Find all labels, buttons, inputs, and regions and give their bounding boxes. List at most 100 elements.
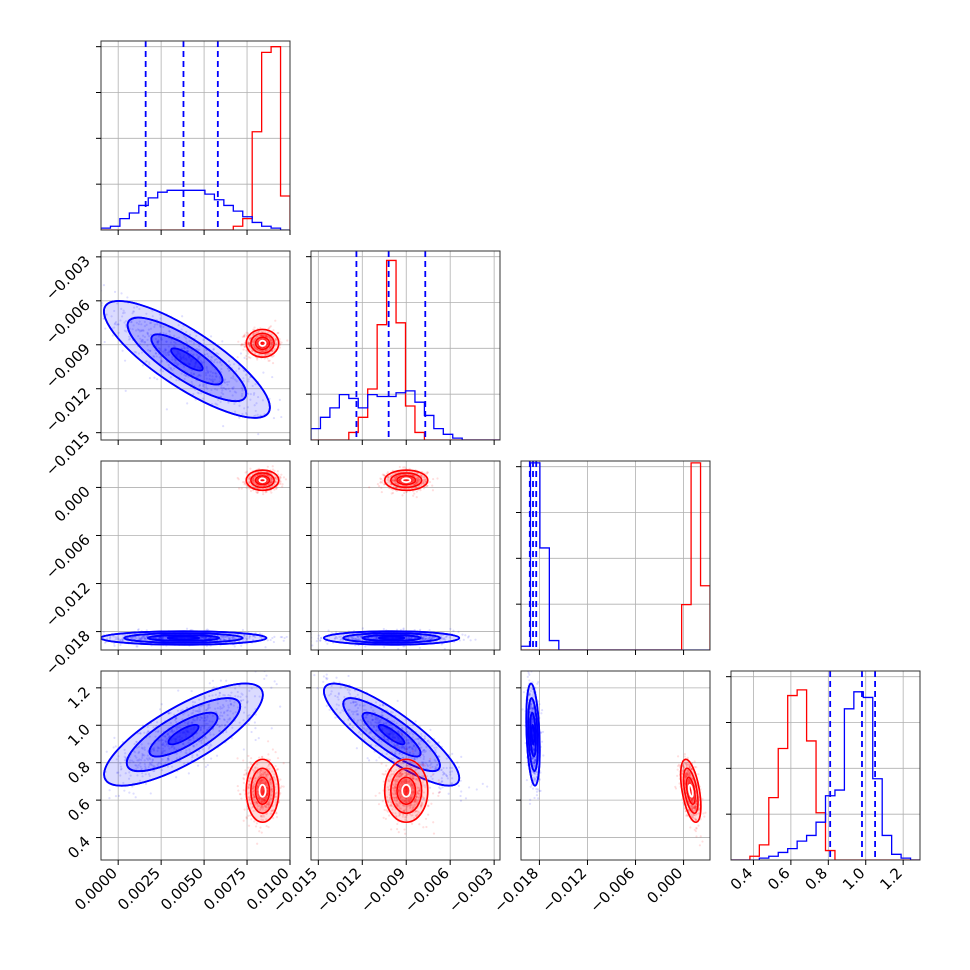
scatter-point — [96, 313, 98, 315]
scatter-point — [185, 627, 189, 630]
scatter-point — [184, 751, 187, 754]
scatter-point — [339, 638, 343, 641]
scatter-point — [192, 373, 195, 376]
scatter-point — [253, 721, 256, 724]
scatter-point — [165, 340, 168, 343]
scatter-point — [174, 341, 177, 345]
scatter-point — [137, 628, 140, 631]
scatter-point — [146, 333, 150, 336]
scatter-point — [356, 635, 360, 639]
scatter-point — [218, 729, 222, 732]
scatter-point — [257, 737, 260, 740]
scatter-point — [148, 363, 151, 366]
scatter-point — [132, 792, 135, 795]
scatter-point — [196, 375, 199, 378]
scatter-point — [422, 476, 426, 479]
scatter-point — [261, 346, 264, 349]
scatter-point — [277, 331, 280, 334]
scatter-point — [419, 635, 423, 638]
scatter-point — [110, 315, 113, 318]
scatter-point — [245, 470, 248, 473]
scatter-point — [203, 637, 206, 640]
scatter-point — [255, 822, 258, 825]
scatter-point — [436, 477, 439, 480]
scatter-point — [275, 342, 278, 345]
scatter-point — [272, 640, 276, 644]
contour-line — [101, 630, 268, 646]
scatter-point — [379, 480, 383, 483]
scatter-point — [262, 493, 265, 496]
scatter-point — [165, 354, 168, 357]
scatter-point — [143, 636, 146, 639]
scatter-point — [250, 730, 253, 734]
scatter-point — [241, 412, 244, 416]
scatter-point — [383, 474, 386, 477]
scatter-point — [205, 365, 208, 369]
scatter-point — [181, 718, 184, 721]
scatter-point — [270, 343, 273, 346]
scatter-point — [398, 478, 401, 482]
scatter-point — [138, 779, 142, 782]
scatter-point — [247, 723, 250, 726]
histogram-blue — [521, 462, 710, 650]
scatter-point — [388, 481, 391, 484]
scatter-point — [171, 358, 174, 361]
scatter-point — [121, 349, 124, 352]
scatter-point — [117, 331, 120, 334]
scatter-point — [274, 476, 277, 479]
scatter-point — [138, 307, 141, 311]
scatter-point — [443, 647, 446, 650]
scatter-point — [137, 328, 141, 332]
scatter-point — [243, 345, 247, 349]
contour-line — [389, 472, 423, 489]
scatter-point — [206, 628, 209, 631]
scatter-point — [452, 629, 455, 632]
scatter-point — [311, 644, 314, 647]
scatter-point — [212, 733, 215, 736]
scatter-point — [268, 352, 271, 355]
scatter-point — [413, 492, 416, 495]
scatter-point — [219, 377, 222, 380]
scatter-point — [167, 345, 170, 348]
scatter-point — [261, 349, 264, 353]
scatter-point — [192, 372, 196, 375]
scatter-point — [208, 378, 211, 381]
scatter-point — [432, 477, 435, 481]
scatter-point — [210, 379, 213, 382]
scatter-point — [135, 637, 138, 640]
panel-frame — [100, 40, 291, 231]
scatter-point — [407, 637, 410, 640]
scatter-point — [183, 377, 186, 381]
scatter-point — [416, 477, 419, 480]
scatter-point — [410, 637, 413, 640]
scatter-point — [140, 637, 143, 640]
scatter-point — [254, 347, 257, 350]
scatter-point — [274, 478, 278, 481]
y-tick-label: −0.006 — [42, 296, 94, 348]
scatter-point — [422, 478, 425, 482]
scatter-point — [393, 479, 396, 482]
scatter-point — [214, 707, 217, 710]
scatter-point — [270, 333, 273, 336]
scatter-point — [402, 466, 405, 469]
scatter-point — [248, 487, 251, 490]
scatter-point — [190, 349, 193, 352]
scatter-point — [245, 349, 248, 352]
scatter-point — [168, 366, 171, 369]
scatter-point — [417, 479, 420, 482]
scatter-point — [233, 701, 236, 704]
scatter-point — [134, 329, 138, 332]
scatter-point — [94, 635, 96, 637]
histogram-blue — [101, 189, 290, 230]
scatter-point — [144, 773, 147, 776]
scatter-point — [155, 355, 158, 358]
scatter-point — [198, 384, 201, 387]
scatter-point — [144, 360, 148, 363]
scatter-point — [210, 403, 214, 406]
scatter-point — [231, 636, 234, 639]
scatter-point — [144, 637, 147, 641]
scatter-point — [196, 391, 199, 394]
scatter-point — [402, 627, 405, 630]
scatter-point — [272, 329, 275, 332]
